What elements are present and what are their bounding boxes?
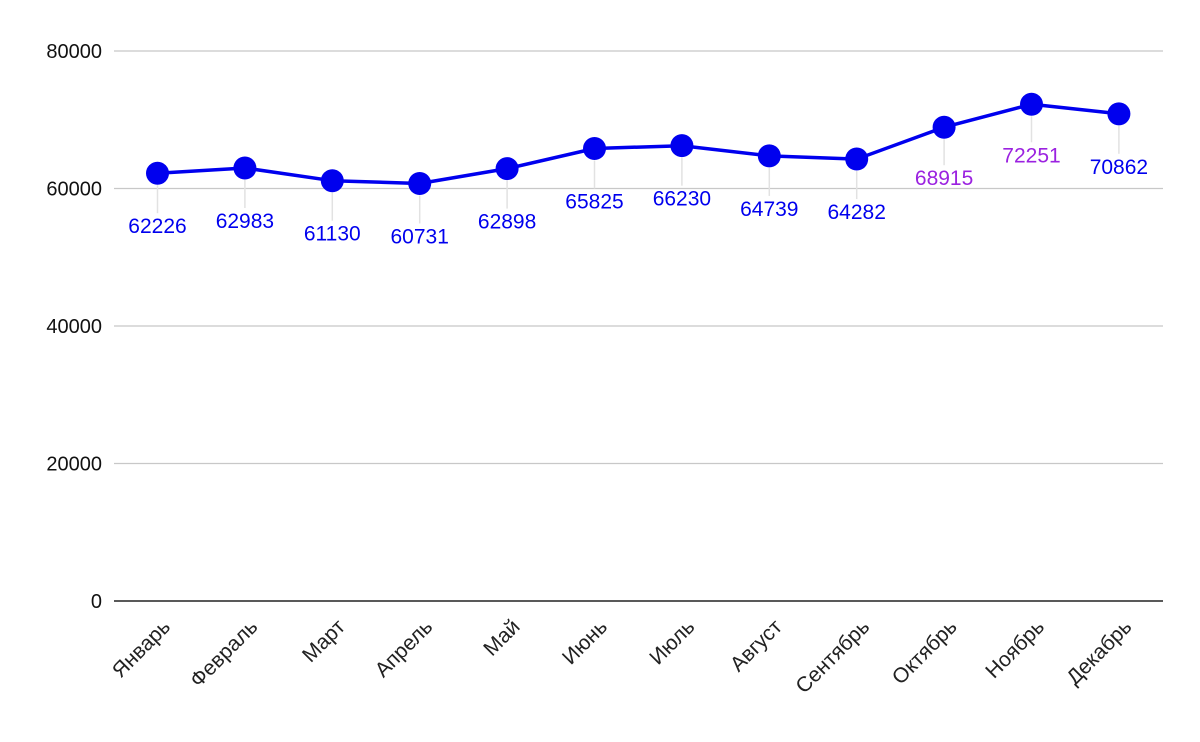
- data-label-Сентябрь: 64282: [827, 201, 885, 224]
- y-tick-label-20000: 20000: [46, 454, 102, 476]
- data-point-Декабрь: [1107, 102, 1131, 126]
- x-category-label-Февраль: Февраль: [186, 615, 263, 692]
- x-category-label-Сентябрь: Сентябрь: [791, 615, 874, 698]
- x-category-label-Апрель: Апрель: [371, 615, 438, 682]
- x-category-label-Август: Август: [726, 615, 787, 676]
- data-point-Октябрь: [932, 115, 956, 139]
- data-point-Сентябрь: [845, 147, 869, 171]
- x-category-label-Октябрь: Октябрь: [888, 615, 962, 689]
- data-label-leaders: [156, 116, 1120, 224]
- data-label-Июнь: 65825: [565, 190, 623, 213]
- y-tick-label-0: 0: [91, 591, 102, 613]
- data-labels: 62226 62983 61130 60731 62898 65825 66230 64739…: [128, 144, 1148, 248]
- y-tick-label-60000: 60000: [46, 179, 102, 201]
- y-tick-label-80000: 80000: [46, 41, 102, 63]
- data-label-Октябрь: 68915: [915, 167, 973, 190]
- data-label-Февраль: 62983: [216, 210, 274, 233]
- data-point-Ноябрь: [1020, 92, 1043, 116]
- data-point-Февраль: [233, 156, 257, 180]
- data-points: [146, 92, 1131, 195]
- data-point-Август: [757, 144, 781, 168]
- data-label-Август: 64739: [740, 198, 798, 221]
- x-category-label-Ноябрь: Ноябрь: [981, 615, 1049, 683]
- x-category-label-Июль: Июль: [645, 615, 699, 669]
- series-line: [157, 102, 1120, 186]
- gridlines: [114, 50, 1163, 465]
- y-tick-label-40000: 40000: [46, 316, 102, 338]
- data-label-Июль: 66230: [653, 188, 711, 211]
- x-category-label-Март: Март: [298, 615, 350, 667]
- data-point-Январь: [146, 161, 169, 185]
- x-category-label-Декабрь: Декабрь: [1062, 615, 1136, 689]
- data-point-Март: [320, 169, 344, 193]
- data-label-Апрель: 60731: [390, 225, 448, 248]
- data-point-Май: [495, 157, 519, 181]
- data-label-Март: 61130: [304, 223, 361, 246]
- data-label-Декабрь: 70862: [1090, 156, 1148, 179]
- x-category-label-Июнь: Июнь: [558, 615, 612, 669]
- data-point-Апрель: [408, 171, 432, 195]
- x-axis-category-labels: Январь Февраль Март Апрель Май Июнь Июль Август…: [108, 615, 1137, 698]
- data-label-Ноябрь: 72251: [1002, 144, 1060, 167]
- x-category-label-Май: Май: [479, 615, 524, 660]
- data-point-Июнь: [583, 136, 606, 160]
- x-category-label-Январь: Январь: [108, 615, 175, 682]
- data-point-Июль: [670, 134, 694, 158]
- data-label-Январь: 62226: [128, 215, 186, 238]
- y-axis-tick-labels: 0 20000 40000 60000 80000: [46, 41, 102, 613]
- data-label-Май: 62898: [478, 211, 536, 234]
